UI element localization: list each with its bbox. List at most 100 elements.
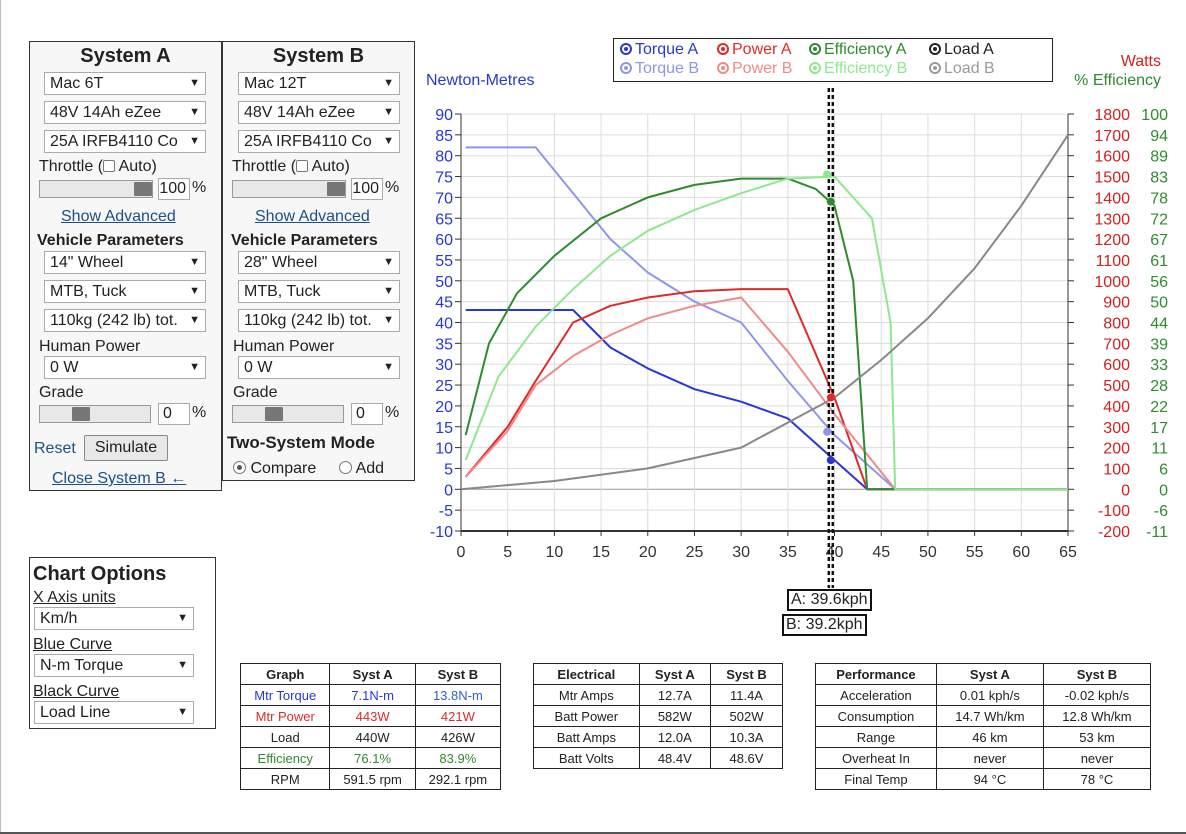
legend-power-a[interactable]: Power A [717, 41, 792, 59]
grade-input-a[interactable]: 0 [158, 403, 190, 425]
watts-tick-label: 1100 [1096, 253, 1131, 270]
simulate-button[interactable]: Simulate [84, 435, 168, 461]
watts-tick-label: 1000 [1094, 274, 1130, 291]
show-advanced-link-b[interactable]: Show Advanced [255, 208, 370, 225]
y-tick-label: 30 [435, 357, 453, 374]
human-power-select-a[interactable]: 0 W ▼ [44, 356, 206, 379]
slider-handle[interactable] [327, 182, 345, 196]
grade-input-b[interactable]: 0 [351, 403, 383, 425]
wheel-select-b-value: 28" Wheel [244, 254, 318, 271]
motor-select-a[interactable]: Mac 6T ▼ [44, 72, 206, 95]
legend-load-b[interactable]: Load B [929, 60, 995, 78]
marker-torque-b [823, 427, 832, 436]
battery-select-b-value: 48V 14Ah eZee [244, 104, 356, 121]
watts-tick-label: 1600 [1094, 149, 1130, 166]
watts-tick-label: 300 [1103, 420, 1130, 437]
show-advanced-link-a[interactable]: Show Advanced [61, 208, 176, 225]
throttle-input-a[interactable]: 100 [158, 178, 190, 200]
efficiency-tick-label: 44 [1150, 316, 1168, 333]
throttle-input-b[interactable]: 100 [351, 178, 383, 200]
legend-eff-a[interactable]: Efficiency A [809, 41, 906, 59]
throttle-slider-a[interactable] [39, 180, 153, 198]
weight-select-a[interactable]: 110kg (242 lb) tot. ▼ [44, 309, 206, 332]
vehicle-params-title-a: Vehicle Parameters [37, 232, 184, 249]
position-select-b[interactable]: MTB, Tuck ▼ [238, 280, 400, 303]
add-radio[interactable] [339, 461, 352, 474]
chevron-down-icon: ▼ [383, 106, 394, 118]
battery-select-a[interactable]: 48V 14Ah eZee ▼ [44, 101, 206, 124]
efficiency-tick-label: 56 [1150, 274, 1168, 291]
table-row: Batt Power 582W 502W [533, 705, 784, 727]
legend-eff-b[interactable]: Efficiency B [809, 60, 907, 78]
blue-curve-select[interactable]: N-m Torque ▼ [34, 654, 194, 677]
slider-handle[interactable] [265, 407, 283, 421]
add-radio-option[interactable]: Add [339, 460, 384, 478]
weight-select-b[interactable]: 110kg (242 lb) tot. ▼ [238, 309, 400, 332]
compare-radio-option[interactable]: Compare [233, 460, 316, 478]
black-curve-value: Load Line [40, 704, 111, 721]
controller-select-b-value: 25A IRFB4110 Co [244, 133, 372, 150]
controller-select-b[interactable]: 25A IRFB4110 Co ▼ [238, 130, 400, 153]
throttle-slider-b[interactable] [232, 180, 346, 198]
slider-handle[interactable] [72, 407, 90, 421]
slider-handle[interactable] [134, 182, 152, 196]
human-power-select-b[interactable]: 0 W ▼ [238, 356, 400, 379]
wheel-select-a-value: 14" Wheel [50, 254, 124, 271]
table-row: Consumption 14.7 Wh/km 12.8 Wh/km [815, 705, 1152, 727]
legend-torque-a[interactable]: Torque A [620, 41, 698, 59]
x-tick-label: 35 [779, 544, 797, 561]
table-cell: Range [815, 726, 937, 748]
marker-eff-a [826, 197, 835, 206]
graph-results-table: Graph Syst A Syst B Mtr Torque 7.1N-m 13.8N-m… [239, 663, 502, 790]
battery-select-b[interactable]: 48V 14Ah eZee ▼ [238, 101, 400, 124]
close-system-b-link[interactable]: Close System B ← [52, 470, 187, 487]
auto-checkbox-b[interactable] [296, 160, 309, 172]
y-tick-label: 20 [435, 399, 453, 416]
legend-load-a-label: Load A [944, 41, 994, 58]
wheel-select-b[interactable]: 28" Wheel ▼ [238, 251, 400, 274]
human-power-label-a: Human Power [39, 338, 141, 355]
legend-power-b[interactable]: Power B [717, 60, 792, 78]
legend-torque-b[interactable]: Torque B [620, 60, 699, 78]
table-cell: RPM [239, 768, 331, 790]
grade-label-a: Grade [39, 384, 84, 401]
two-system-mode-title: Two-System Mode [227, 433, 375, 452]
table-cell: Load [239, 726, 331, 748]
position-select-a[interactable]: MTB, Tuck ▼ [44, 280, 206, 303]
x-tick-label: 60 [1012, 544, 1030, 561]
motor-select-b-value: Mac 12T [244, 75, 307, 92]
grade-slider-b[interactable] [232, 405, 344, 423]
efficiency-tick-label: -11 [1146, 524, 1168, 541]
radio-dot-icon [929, 62, 941, 74]
efficiency-tick-label: 33 [1150, 357, 1168, 374]
controller-select-a[interactable]: 25A IRFB4110 Co ▼ [44, 130, 206, 153]
table-header-cell: Electrical [533, 663, 640, 685]
table-cell: Final Temp [815, 768, 937, 790]
table-cell: 443W [329, 705, 416, 727]
table-cell: 53 km [1042, 726, 1152, 748]
legend-load-b-label: Load B [944, 60, 995, 77]
chevron-down-icon: ▼ [189, 256, 200, 268]
throttle-percent-a: % [192, 179, 207, 196]
compare-radio[interactable] [233, 461, 246, 474]
auto-label-b: Auto) [311, 158, 350, 175]
auto-checkbox-a[interactable] [103, 160, 116, 172]
legend-load-a[interactable]: Load A [929, 41, 994, 59]
table-row: Overheat In never never [815, 747, 1152, 769]
legend-torque-a-label: Torque A [635, 41, 699, 58]
watts-tick-label: 800 [1103, 316, 1130, 333]
grade-slider-a[interactable] [39, 405, 151, 423]
x-axis-units-select[interactable]: Km/h ▼ [34, 607, 194, 630]
y-tick-label: 55 [435, 253, 453, 270]
human-power-label-b: Human Power [233, 338, 335, 355]
motor-select-b[interactable]: Mac 12T ▼ [238, 72, 400, 95]
window-border-bottom [0, 832, 1186, 834]
table-header-cell: Syst A [935, 663, 1044, 685]
radio-dot-icon [929, 43, 941, 55]
black-curve-select[interactable]: Load Line ▼ [34, 701, 194, 724]
reset-link[interactable]: Reset [34, 440, 76, 457]
wheel-select-a[interactable]: 14" Wheel ▼ [44, 251, 206, 274]
weight-select-a-value: 110kg (242 lb) tot. [50, 312, 178, 329]
x-tick-label: 55 [966, 544, 984, 561]
